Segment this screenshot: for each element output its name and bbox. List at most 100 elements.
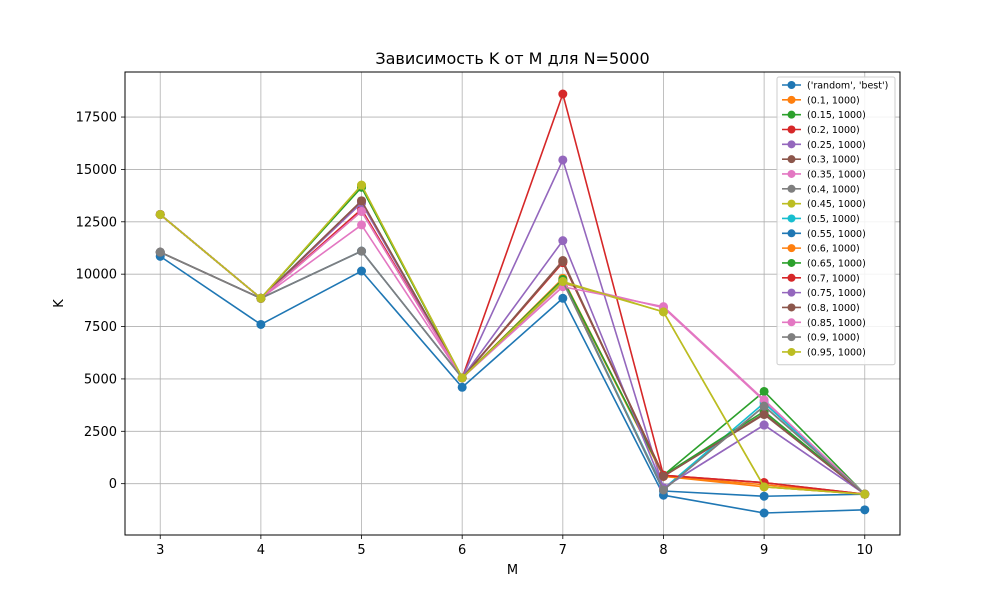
legend-marker	[787, 110, 796, 119]
legend-label: (0.7, 1000)	[807, 273, 860, 284]
legend-marker	[787, 140, 796, 149]
legend-label: (0.75, 1000)	[807, 288, 866, 299]
plot-frame	[124, 71, 901, 536]
legend: ('random', 'best') (0.1, 1000) (0.15, 1000…	[776, 76, 896, 366]
data-point	[759, 386, 769, 396]
y-tick-label: 7500	[84, 320, 117, 335]
legend-item: (0.25, 1000)	[782, 140, 866, 151]
legend-label: (0.4, 1000)	[807, 184, 860, 195]
x-tick-label: 10	[856, 543, 873, 558]
data-point	[256, 319, 266, 329]
legend-marker	[787, 347, 796, 356]
series-line	[159, 184, 865, 495]
legend-marker	[787, 169, 796, 178]
legend-label: (0.85, 1000)	[807, 318, 866, 329]
x-tick-label: 9	[760, 543, 768, 558]
legend-marker	[787, 333, 796, 342]
data-point	[256, 293, 266, 303]
data-point	[457, 382, 467, 392]
series-19	[155, 180, 870, 499]
x-axis-label: M	[507, 563, 518, 578]
data-point	[155, 209, 165, 219]
legend-label: (0.8, 1000)	[807, 303, 860, 314]
legend-label: (0.6, 1000)	[807, 244, 860, 255]
x-tick-label: 8	[659, 543, 667, 558]
data-point	[658, 485, 668, 495]
y-tick-label: 0	[109, 477, 117, 492]
legend-item: (0.85, 1000)	[782, 318, 866, 329]
legend-marker	[787, 214, 796, 223]
legend-item: (0.75, 1000)	[782, 288, 866, 299]
data-point	[759, 508, 769, 518]
data-point	[558, 155, 568, 165]
data-point	[759, 395, 769, 405]
legend-item: (0.7, 1000)	[782, 273, 860, 284]
legend-marker	[787, 303, 796, 312]
legend-label: (0.25, 1000)	[807, 140, 866, 151]
legend-label: (0.2, 1000)	[807, 125, 860, 136]
series-layer	[155, 89, 870, 518]
data-point	[558, 293, 568, 303]
x-tick-label: 5	[357, 543, 365, 558]
data-point	[357, 266, 367, 276]
legend-label: (0.35, 1000)	[807, 169, 866, 180]
legend-item: (0.55, 1000)	[782, 229, 866, 240]
legend-item: (0.95, 1000)	[782, 347, 866, 358]
legend-marker	[787, 184, 796, 193]
legend-item: ('random', 'best')	[782, 81, 888, 92]
legend-label: (0.65, 1000)	[807, 258, 866, 269]
y-axis-label: K	[52, 299, 67, 308]
legend-item: (0.45, 1000)	[782, 199, 866, 210]
legend-label: ('random', 'best')	[807, 81, 888, 92]
legend-label: (0.5, 1000)	[807, 214, 860, 225]
x-tick-label: 6	[458, 543, 466, 558]
legend-item: (0.8, 1000)	[782, 303, 860, 314]
legend-item: (0.65, 1000)	[782, 258, 866, 269]
legend-label: (0.15, 1000)	[807, 110, 866, 121]
data-point	[759, 491, 769, 501]
legend-label: (0.45, 1000)	[807, 199, 866, 210]
data-point	[357, 206, 367, 216]
data-point	[155, 247, 165, 257]
data-point	[759, 420, 769, 430]
legend-box	[776, 76, 896, 366]
legend-item: (0.1, 1000)	[782, 95, 860, 106]
legend-marker	[787, 95, 796, 104]
legend-item: (0.2, 1000)	[782, 125, 860, 136]
legend-marker	[787, 318, 796, 327]
legend-item: (0.35, 1000)	[782, 169, 866, 180]
data-point	[357, 220, 367, 230]
data-point	[658, 471, 668, 481]
x-tick-label: 3	[156, 543, 164, 558]
legend-item: (0.9, 1000)	[782, 333, 860, 344]
legend-marker	[787, 199, 796, 208]
legend-marker	[787, 258, 796, 267]
data-point	[558, 257, 568, 267]
legend-label: (0.9, 1000)	[807, 333, 860, 344]
data-point	[759, 401, 769, 411]
data-point	[457, 373, 467, 383]
y-tick-label: 12500	[76, 215, 117, 230]
data-point	[357, 196, 367, 206]
legend-label: (0.95, 1000)	[807, 347, 866, 358]
data-point	[357, 246, 367, 256]
y-tick-label: 10000	[76, 268, 117, 283]
series-line	[159, 200, 866, 495]
x-tick-label: 4	[257, 543, 265, 558]
x-tick-label: 7	[559, 543, 567, 558]
chart-title: Зависимость K от M для N=5000	[375, 49, 649, 68]
legend-marker	[787, 273, 796, 282]
legend-item: (0.6, 1000)	[782, 244, 860, 255]
legend-label: (0.3, 1000)	[807, 155, 860, 166]
series-line	[159, 210, 866, 495]
legend-marker	[787, 155, 796, 164]
legend-item: (0.5, 1000)	[782, 214, 860, 225]
legend-marker	[787, 288, 796, 297]
legend-marker	[787, 229, 796, 238]
y-tick-label: 15000	[76, 163, 117, 178]
data-point	[558, 277, 568, 287]
data-point	[860, 489, 870, 499]
legend-item: (0.4, 1000)	[782, 184, 860, 195]
legend-label: (0.1, 1000)	[807, 95, 860, 106]
